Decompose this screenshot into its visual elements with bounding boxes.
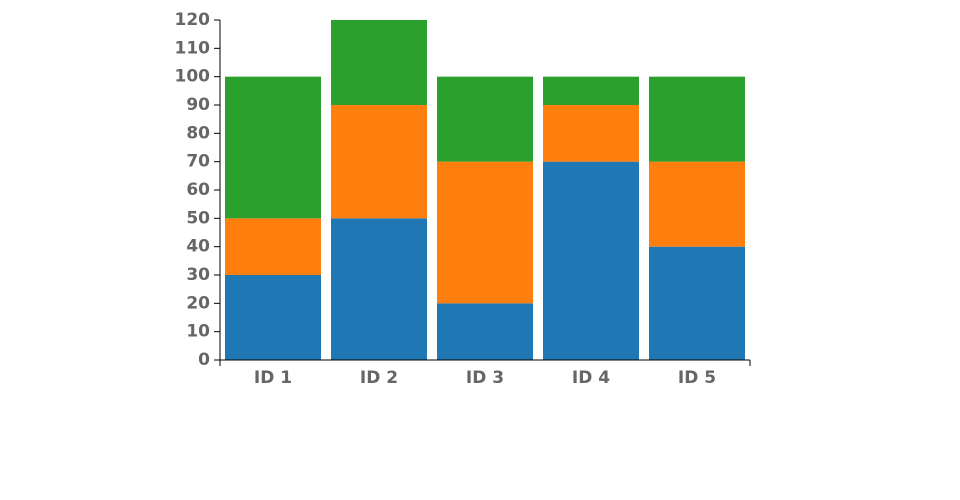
bar-segment-1-series-1 — [225, 275, 321, 360]
bar-segment-1-series-2 — [225, 218, 321, 275]
y-tick-label: 20 — [186, 293, 210, 313]
bar-segment-2-series-3 — [331, 20, 427, 105]
bar-segment-5-series-2 — [649, 161, 745, 247]
y-tick-label: 110 — [175, 38, 211, 58]
x-tick-label: ID 4 — [572, 368, 610, 388]
y-tick-label: 60 — [186, 180, 210, 200]
x-axis: ID 1 ID 2 ID 3 ID 4 ID 5 — [219, 359, 751, 388]
bar-segment-3-series-1 — [437, 303, 533, 360]
x-tick-label: ID 2 — [360, 368, 398, 388]
x-tick-label: ID 3 — [466, 368, 504, 388]
bar-segment-2-series-1 — [331, 218, 427, 360]
bar-segment-1-series-3 — [225, 76, 321, 219]
y-tick-label: 40 — [186, 237, 210, 257]
bar-segment-3-series-3 — [437, 76, 533, 162]
bar-segment-2-series-2 — [331, 105, 427, 219]
bar-segment-4-series-2 — [543, 105, 639, 162]
y-axis: 0 10 20 30 40 50 60 70 80 90 100 110 120 — [175, 10, 221, 370]
bar-segment-5-series-1 — [649, 246, 745, 360]
y-tick-label: 90 — [186, 95, 210, 115]
bar-segment-4-series-1 — [543, 161, 639, 360]
y-tick-label: 30 — [186, 265, 210, 285]
y-tick-label: 100 — [175, 67, 211, 87]
y-tick-label: 80 — [186, 123, 210, 143]
y-tick-label: 50 — [186, 208, 210, 228]
y-tick-label: 10 — [186, 322, 210, 342]
y-tick-label: 120 — [175, 10, 211, 30]
y-tick-label: 0 — [198, 350, 210, 370]
bar-segment-4-series-3 — [543, 76, 639, 105]
bar-segment-5-series-3 — [649, 76, 745, 162]
bars-layer — [225, 20, 745, 360]
bar-segment-3-series-2 — [437, 161, 533, 304]
y-tick-label: 70 — [186, 152, 210, 172]
x-tick-label: ID 1 — [254, 368, 292, 388]
x-tick-label: ID 5 — [678, 368, 716, 388]
